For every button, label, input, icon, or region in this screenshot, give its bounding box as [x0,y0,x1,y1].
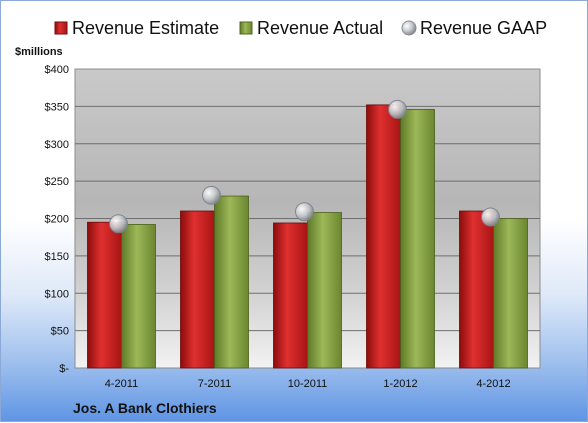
bar-revenue-estimate [366,104,401,369]
bar-revenue-actual [121,224,156,369]
legend-swatch-actual [239,21,253,35]
legend-item-revenue-estimate: Revenue Estimate [54,18,219,38]
x-tick-label: 10-2011 [288,378,328,390]
company-name: Jos. A Bank Clothiers [73,400,217,416]
legend-item-revenue-gaap: Revenue GAAP [401,18,547,38]
legend: Revenue Estimate Revenue Actual Revenue … [54,18,547,38]
bars [87,104,528,369]
y-tick-label: $200 [45,214,69,226]
y-axis-ticks: $- $50 $100 $150 $200 $250 $300 $350 $400 [45,64,70,375]
y-tick-label: $50 [51,326,69,338]
y-tick-label: $- [59,363,69,375]
y-axis-unit-label: $millions [15,46,63,58]
legend-swatch-estimate [54,21,68,35]
y-tick-label: $350 [45,101,69,113]
legend-label-estimate: Revenue Estimate [72,18,219,38]
bar-revenue-estimate [459,210,494,369]
bar-revenue-estimate [87,221,122,369]
legend-label-gaap: Revenue GAAP [420,18,547,38]
x-tick-label: 7-2011 [198,378,231,390]
marker-revenue-gaap [295,202,314,222]
y-tick-label: $300 [45,139,69,151]
gaap-markers [109,99,500,234]
bar-revenue-actual [307,212,342,369]
bar-revenue-actual [214,195,249,369]
marker-revenue-gaap [202,185,221,205]
marker-revenue-gaap [481,207,500,227]
y-tick-label: $400 [45,64,69,76]
legend-label-actual: Revenue Actual [257,18,383,38]
y-tick-label: $100 [45,288,69,300]
bar-revenue-actual [493,218,528,369]
bar-revenue-estimate [180,210,215,369]
x-tick-label: 1-2012 [383,378,417,390]
y-tick-label: $250 [45,176,69,188]
y-tick-label: $150 [45,251,69,263]
marker-revenue-gaap [388,99,407,119]
bar-revenue-estimate [273,222,308,369]
x-tick-label: 4-2011 [105,378,138,390]
legend-swatch-gaap [401,20,417,36]
x-tick-label: 4-2012 [476,378,510,390]
bar-revenue-actual [400,108,435,369]
legend-item-revenue-actual: Revenue Actual [239,18,383,38]
marker-revenue-gaap [109,214,128,234]
x-axis-ticks: 4-2011 7-2011 10-2011 1-2012 4-2012 [105,378,511,390]
